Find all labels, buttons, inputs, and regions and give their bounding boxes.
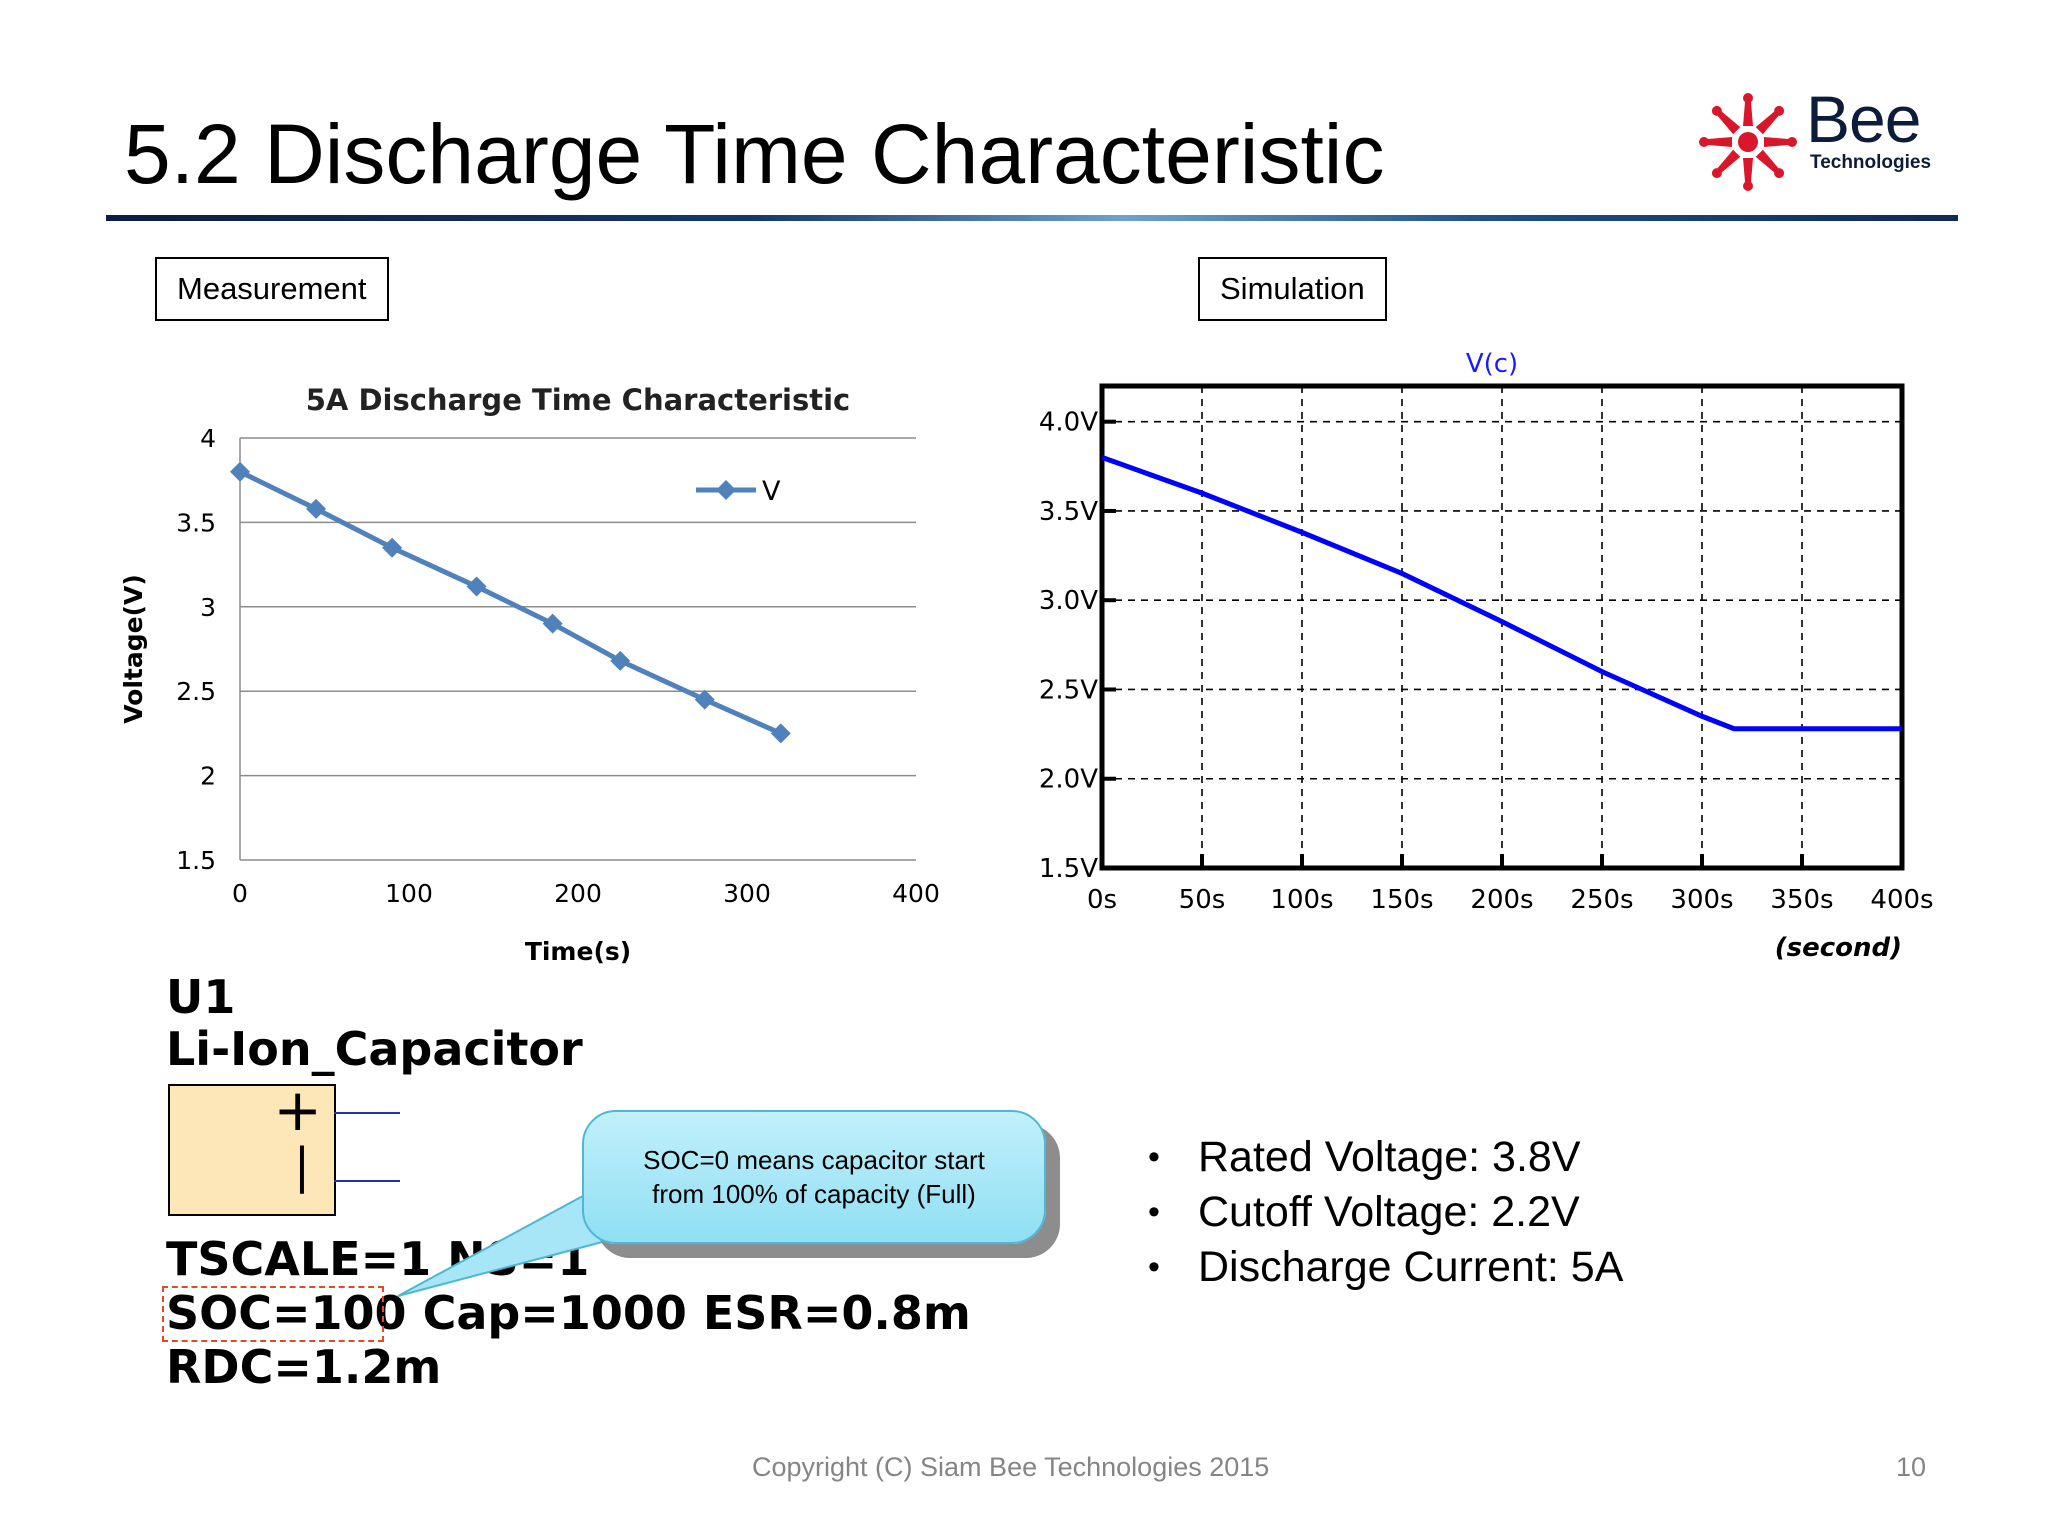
capacitor-body: + | xyxy=(168,1080,336,1216)
company-logo: Bee Technologies xyxy=(1696,84,1956,192)
data-point xyxy=(542,613,563,634)
plot-frame xyxy=(1099,383,1905,871)
chart-title: V(c) xyxy=(1466,349,1518,379)
y-tick-label: 3.0V xyxy=(1039,586,1098,616)
positive-pin-line xyxy=(334,1112,400,1114)
logo-subtitle: Technologies xyxy=(1810,152,1932,173)
x-tick-label: 400 xyxy=(892,879,940,908)
soc-highlight xyxy=(162,1286,384,1342)
part-name: Li-Ion_Capacitor xyxy=(166,1022,583,1076)
x-tick-label: 200s xyxy=(1470,885,1533,915)
y-tick-label: 2.5 xyxy=(176,677,216,706)
measurement-chart: 1.5 2 2.5 3 3.5 4 0 100 200 300 400 5A Discharge Ti… xyxy=(119,383,940,966)
y-tick-label: 2.5V xyxy=(1039,675,1098,705)
y-tick-label: 3.5V xyxy=(1039,497,1098,527)
y-tick-label: 1.5 xyxy=(176,846,216,875)
legend-marker xyxy=(716,480,736,500)
list-item: Discharge Current: 5A xyxy=(1148,1240,1623,1295)
x-tick-label: 100 xyxy=(385,879,433,908)
x-tick-label: 150s xyxy=(1370,885,1433,915)
x-tick-label: 350s xyxy=(1770,885,1833,915)
page-number: 10 xyxy=(1896,1452,1927,1482)
negative-pin-line xyxy=(334,1180,400,1182)
part-reference: U1 xyxy=(166,970,236,1024)
measurement-label: Measurement xyxy=(155,257,389,321)
x-tick-label: 100s xyxy=(1270,885,1333,915)
list-item: Cutoff Voltage: 2.2V xyxy=(1148,1185,1623,1240)
x-tick-label: 200 xyxy=(554,879,602,908)
soc-callout: SOC=0 means capacitor start from 100% of… xyxy=(582,1110,1046,1244)
list-item: Rated Voltage: 3.8V xyxy=(1148,1130,1623,1185)
callout-line-1: SOC=0 means capacitor start xyxy=(643,1145,985,1175)
slide-title: 5.2 Discharge Time Characteristic xyxy=(124,107,1385,201)
plus-terminal-icon: + xyxy=(273,1076,322,1144)
param-line-1: TSCALE=1 NS=1 xyxy=(166,1232,590,1286)
capacitor-symbol-block: U1 Li-Ion_Capacitor + | TSCALE=1 NS=1 SO… xyxy=(162,970,1086,1400)
copyright-text: Copyright (C) Siam Bee Technologies 2015 xyxy=(752,1452,1270,1482)
y-axis-label: Voltage(V) xyxy=(119,574,148,724)
x-tick-label: 300s xyxy=(1670,885,1733,915)
data-point xyxy=(466,576,487,597)
x-tick-label: 0s xyxy=(1087,885,1117,915)
y-tick-label: 1.5V xyxy=(1039,854,1098,884)
logo-wordmark: Bee xyxy=(1806,82,1921,156)
x-tick-label: 400s xyxy=(1870,885,1933,915)
x-axis-label: Time(s) xyxy=(525,937,631,966)
x-tick-label: 0 xyxy=(232,879,248,908)
simulation-chart: 1.5V 2.0V 2.5V 3.0V 3.5V 4.0V 0s 50s 100s 150s 200… xyxy=(1039,349,1934,963)
data-point xyxy=(770,723,791,744)
callout-line-2: from 100% of capacity (Full) xyxy=(652,1179,976,1209)
y-tick-label: 3.5 xyxy=(176,508,216,537)
x-axis-label: (second) xyxy=(1775,933,1902,963)
y-tick-label: 3 xyxy=(200,593,216,622)
series-line-vc xyxy=(1101,455,1902,732)
series-line-v xyxy=(238,469,782,736)
simulation-label: Simulation xyxy=(1198,257,1387,321)
y-tick-label: 2.0V xyxy=(1039,765,1098,795)
x-tick-label: 50s xyxy=(1179,885,1226,915)
data-point xyxy=(306,498,327,519)
x-tick-label: 250s xyxy=(1570,885,1633,915)
y-tick-label: 4 xyxy=(200,424,216,453)
data-point xyxy=(610,650,631,671)
data-point xyxy=(694,689,715,710)
sunburst-logo-icon xyxy=(1699,93,1797,191)
spec-list: Rated Voltage: 3.8V Cutoff Voltage: 2.2V… xyxy=(1148,1130,1623,1295)
data-point xyxy=(382,537,403,558)
param-line-3: RDC=1.2m xyxy=(166,1340,442,1394)
x-tick-label: 300 xyxy=(723,879,771,908)
minus-terminal-icon: | xyxy=(293,1138,310,1194)
y-tick-label: 2 xyxy=(200,762,216,791)
legend-label: V xyxy=(762,476,781,507)
chart-title: 5A Discharge Time Characteristic xyxy=(306,383,851,417)
title-divider xyxy=(106,215,1958,221)
y-tick-label: 4.0V xyxy=(1039,408,1098,438)
data-point xyxy=(230,461,250,482)
